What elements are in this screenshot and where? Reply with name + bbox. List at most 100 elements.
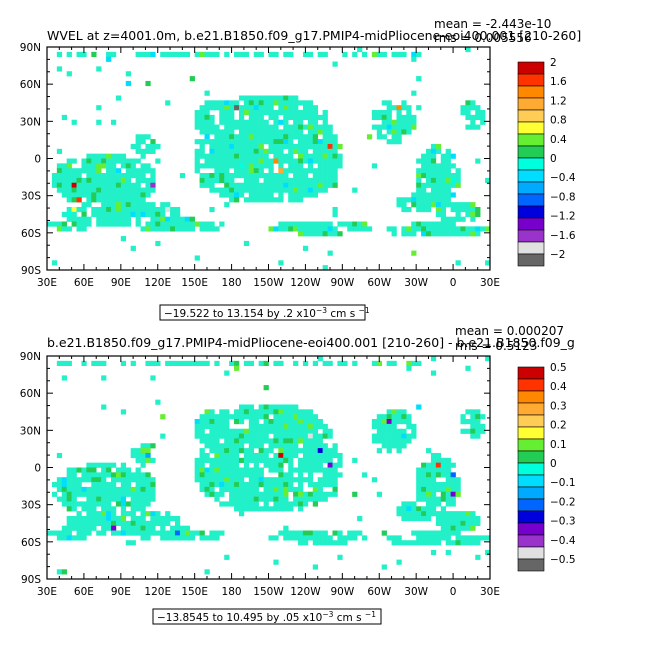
field-cell — [426, 530, 432, 536]
field-cell — [204, 114, 210, 121]
field-cell — [440, 472, 446, 478]
field-cell — [332, 467, 338, 473]
field-cell — [204, 472, 210, 478]
field-cell — [253, 153, 259, 159]
field-cell — [120, 501, 127, 507]
field-cell — [243, 404, 250, 410]
field-cell — [91, 525, 97, 531]
field-cell — [184, 530, 191, 536]
field-cell — [293, 530, 299, 536]
field-cell — [145, 452, 151, 459]
field-cell — [465, 105, 471, 111]
field-cell — [426, 477, 432, 483]
field-cell — [120, 511, 127, 517]
colorbar-label: −1.6 — [550, 230, 576, 242]
field-cell — [332, 448, 338, 454]
field-cell — [411, 540, 417, 546]
field-cell — [450, 216, 456, 222]
field-cell — [465, 211, 471, 217]
field-cell — [455, 231, 461, 237]
field-cell — [445, 515, 451, 522]
field-cell — [273, 95, 279, 101]
field-cell — [485, 549, 491, 556]
field-cell — [283, 477, 289, 483]
field-cell — [96, 168, 102, 174]
field-cell — [71, 168, 77, 174]
field-cell — [268, 148, 274, 154]
field-cell — [317, 462, 323, 468]
field-cell — [174, 206, 181, 213]
field-cell — [298, 221, 304, 227]
colorbar-swatch — [517, 205, 545, 219]
field-cell — [283, 423, 289, 430]
field-cell — [322, 231, 328, 237]
field-cell — [96, 153, 102, 159]
field-cell — [450, 496, 456, 502]
field-cell — [440, 530, 446, 536]
field-cell — [426, 148, 432, 154]
field-cell — [317, 182, 323, 188]
field-cell — [86, 511, 92, 517]
colorbar-swatch — [517, 97, 545, 111]
field-cell — [81, 182, 87, 188]
field-cell — [76, 187, 82, 193]
field-cell — [234, 491, 240, 497]
field-cell — [214, 139, 220, 145]
field-cell — [268, 182, 274, 188]
field-cell — [145, 360, 151, 366]
field-cell — [268, 457, 274, 463]
field-cell — [150, 51, 156, 57]
field-cell — [337, 231, 343, 237]
field-cell — [401, 501, 407, 507]
colorbar-label: 0.2 — [550, 420, 567, 432]
field-cell — [273, 114, 279, 121]
field-cell — [406, 129, 412, 135]
field-cell — [450, 486, 456, 493]
colorbar-swatch — [517, 61, 545, 75]
field-cell — [298, 163, 304, 169]
field-cell — [288, 433, 294, 439]
field-cell — [475, 211, 481, 217]
field-cell — [268, 124, 274, 130]
field-cell — [421, 472, 427, 478]
x-tick-label: 60W — [367, 586, 391, 598]
field-cell — [219, 158, 225, 164]
field-cell — [278, 173, 284, 179]
field-cell — [352, 51, 358, 57]
field-cell — [150, 457, 156, 463]
field-cell — [155, 399, 161, 405]
field-cell — [238, 467, 245, 473]
field-cell — [317, 448, 323, 454]
field-cell — [293, 423, 299, 430]
field-cell — [263, 187, 269, 193]
field-cell — [165, 511, 171, 517]
field-cell — [268, 448, 274, 454]
field-cell — [470, 216, 476, 222]
field-cell — [56, 452, 63, 459]
field-cell — [209, 423, 215, 430]
field-cell — [327, 360, 333, 366]
field-cell — [317, 153, 323, 159]
field-cell — [298, 433, 304, 439]
field-cell — [234, 472, 240, 478]
field-cell — [426, 506, 432, 512]
field-cell — [56, 187, 63, 193]
field-cell — [150, 143, 156, 150]
field-cell — [450, 530, 456, 536]
field-cell — [317, 124, 323, 130]
field-cell — [337, 153, 343, 159]
field-cell — [224, 139, 230, 145]
field-cell — [214, 129, 220, 135]
field-cell — [66, 486, 72, 493]
colorbar-label: 0.4 — [550, 134, 567, 146]
field-cell — [298, 482, 304, 488]
field-cell — [312, 433, 319, 439]
field-cell — [273, 182, 279, 188]
field-cell — [47, 221, 53, 227]
field-cell — [288, 414, 294, 420]
field-cell — [445, 467, 451, 473]
field-cell — [273, 535, 279, 541]
field-cell — [229, 124, 235, 130]
field-cell — [253, 51, 259, 57]
field-cell — [460, 414, 466, 420]
